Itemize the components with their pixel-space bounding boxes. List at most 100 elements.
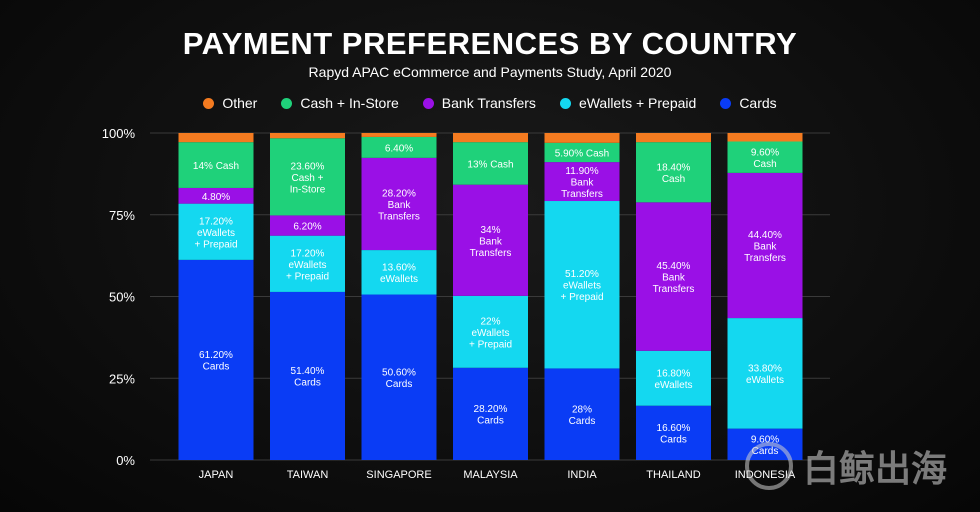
data-label: 6.20% — [293, 222, 321, 233]
bar-segment — [727, 318, 803, 429]
data-label-line: Transfers — [744, 253, 786, 264]
bar-segment — [453, 142, 528, 185]
data-label-line: eWallets — [289, 260, 327, 271]
data-label-line: Bank — [571, 178, 595, 189]
data-label-line: 34% — [480, 225, 500, 236]
x-tick-label: JAPAN — [199, 469, 234, 481]
data-label-line: 17.20% — [291, 248, 325, 259]
data-label-line: eWallets — [197, 228, 235, 239]
data-label-line: Transfers — [378, 211, 420, 222]
data-label: 4.80% — [202, 192, 230, 203]
data-label-line: + Prepaid — [194, 239, 237, 250]
data-label-line: Bank — [662, 273, 686, 284]
chart-legend: Other Cash + In-Store Bank Transfers eWa… — [0, 95, 980, 111]
data-label: 22% eWallets + Prepaid — [469, 316, 512, 350]
watermark-text: 白鲸出海 — [803, 449, 948, 490]
data-label-line: Bank — [754, 241, 778, 252]
data-label: 28.20% Cards — [474, 404, 508, 427]
data-label-line: 28.20% — [474, 404, 508, 415]
data-label-line: Cards — [294, 378, 321, 389]
data-label-line: eWallets — [563, 281, 601, 292]
bar-segment — [178, 259, 254, 460]
data-label: 13.60% eWallets — [380, 263, 418, 286]
data-label: 16.60% Cards — [657, 423, 691, 446]
legend-item-cash: Cash + In-Store — [281, 95, 399, 111]
legend-label-bank-transfers: Bank Transfers — [441, 95, 536, 111]
bar-segment — [636, 133, 711, 143]
data-label-line: 6.20% — [293, 222, 321, 233]
data-label-line: 6.40% — [385, 143, 413, 154]
y-tick-label: 50% — [109, 290, 135, 305]
data-label: 44.40% Bank Transfers — [744, 230, 786, 264]
bar-segment — [361, 157, 437, 251]
legend-swatch-ewallets — [559, 97, 571, 109]
data-label: 17.20% eWallets + Prepaid — [286, 248, 329, 282]
whale-logo-icon — [745, 442, 793, 490]
bar-segment — [636, 350, 711, 406]
legend-item-ewallets: eWallets + Prepaid — [559, 95, 696, 111]
legend-item-bank-transfers: Bank Transfers — [422, 95, 536, 111]
data-label: 6.40% — [385, 143, 413, 154]
y-tick-label: 0% — [116, 453, 135, 468]
watermark-logo: 白鲸出海 — [745, 440, 947, 492]
data-label: 18.40% Cash — [657, 162, 691, 185]
data-label: 9.60% Cash — [751, 147, 779, 170]
bar-segment — [178, 203, 254, 260]
data-label: 28.20% Bank Transfers — [378, 188, 420, 222]
data-label: 61.20% Cards — [199, 350, 233, 373]
bar-segment — [361, 250, 437, 295]
x-tick-label: SINGAPORE — [366, 469, 431, 481]
data-label-line: eWallets — [380, 274, 418, 285]
data-label: 16.80% eWallets — [655, 369, 693, 392]
data-label-line: Cards — [660, 435, 687, 446]
bar-segment — [178, 187, 254, 204]
data-label-line: Transfers — [653, 284, 695, 295]
data-label-line: 22% — [480, 316, 500, 327]
y-tick-label: 25% — [109, 371, 135, 386]
data-label-line: 28% — [572, 404, 592, 415]
bar-segment — [544, 368, 620, 460]
data-label: 33.80% eWallets — [746, 364, 784, 387]
bar-segment — [270, 291, 345, 460]
x-tick-label: THAILAND — [646, 469, 700, 481]
legend-swatch-bank-transfers — [422, 97, 434, 109]
data-label-line: Transfers — [470, 248, 512, 259]
bar-segment — [544, 162, 620, 202]
bar-segment — [727, 133, 803, 142]
data-label: 34% Bank Transfers — [470, 225, 512, 259]
bar-segment — [270, 235, 345, 292]
legend-item-cards: Cards — [720, 95, 777, 111]
data-label-line: 50.60% — [382, 368, 416, 379]
bar-segment — [727, 172, 803, 319]
data-label-line: Cards — [203, 362, 230, 373]
data-label-line: Cards — [477, 416, 504, 427]
bar-segment — [361, 294, 437, 460]
data-label-line: eWallets — [655, 380, 693, 391]
data-label-line: Cards — [569, 416, 596, 427]
bar-segment — [361, 136, 437, 158]
data-label-line: eWallets — [746, 375, 784, 386]
bar-segment — [270, 133, 345, 139]
legend-swatch-cash — [281, 97, 293, 109]
bar-segment — [453, 133, 528, 143]
data-label-line: 28.20% — [382, 188, 416, 199]
chart-subtitle: Rapyd APAC eCommerce and Payments Study,… — [308, 64, 672, 80]
data-label-line: eWallets — [472, 328, 510, 339]
bar-segment — [178, 142, 254, 188]
legend-label-other: Other — [222, 95, 258, 111]
data-label: 13% Cash — [467, 159, 513, 170]
legend-item-other: Other — [203, 95, 257, 111]
x-tick-label: MALAYSIA — [463, 469, 518, 481]
data-label-line: 18.40% — [657, 162, 691, 173]
data-label-line: Cash — [662, 174, 685, 185]
data-label: 51.20% eWallets + Prepaid — [560, 269, 603, 303]
data-label: 11.90% Bank Transfers — [561, 166, 603, 200]
data-label-line: 5.90% Cash — [555, 148, 609, 159]
data-label-line: 13% Cash — [467, 159, 513, 170]
legend-label-cards: Cards — [739, 95, 777, 111]
data-label-line: 17.20% — [199, 216, 233, 227]
data-label-line: 33.80% — [748, 364, 782, 375]
data-label-line: Transfers — [561, 189, 603, 200]
data-label-line: 16.60% — [657, 423, 691, 434]
bar-segment — [453, 367, 528, 460]
